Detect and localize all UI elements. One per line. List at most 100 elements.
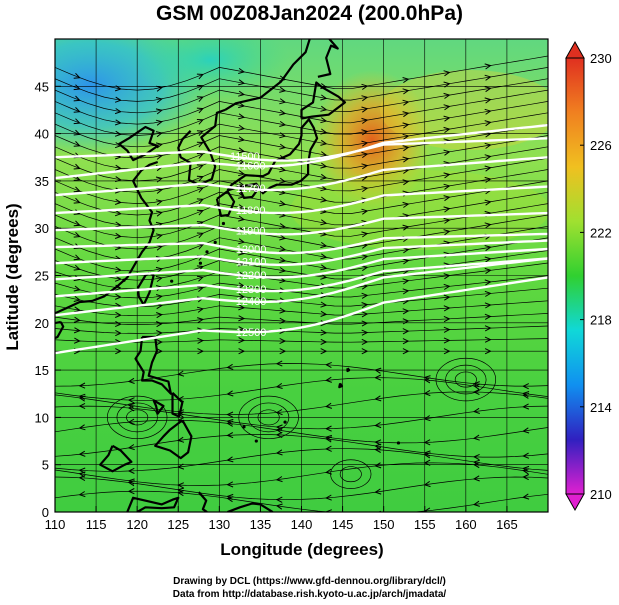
colorbar-tick-label: 222 bbox=[590, 225, 612, 240]
wind-arrow bbox=[114, 221, 122, 228]
wind-arrow bbox=[279, 234, 287, 241]
coastline bbox=[346, 367, 351, 373]
wind-arrow bbox=[484, 63, 492, 70]
wind-arrow bbox=[279, 348, 287, 355]
wind-arrow bbox=[443, 315, 451, 323]
wind-arrow bbox=[374, 374, 382, 381]
x-axis-label: Longitude (degrees) bbox=[220, 540, 383, 559]
wind-arrow bbox=[156, 312, 163, 319]
height-contour bbox=[55, 137, 548, 162]
wind-arrow bbox=[374, 462, 382, 469]
colorbar-tick-label: 210 bbox=[590, 487, 612, 502]
wind-arrow bbox=[114, 176, 122, 183]
wind-arrow bbox=[226, 390, 234, 397]
contour-label: 11600 bbox=[236, 160, 266, 172]
wind-arrow bbox=[361, 348, 369, 355]
wind-streamlines bbox=[55, 55, 548, 512]
axis-ticks: 110 115 120 125 130 135 140 145 150 155 160 165 0 5 10… bbox=[35, 79, 518, 532]
wind-arrow bbox=[443, 305, 451, 312]
contour-label: 12400 bbox=[236, 296, 267, 308]
wind-arrow bbox=[374, 367, 382, 374]
wind-arrow bbox=[443, 348, 451, 355]
x-tick-label: 135 bbox=[250, 517, 272, 532]
wind-arrow bbox=[402, 338, 410, 345]
wind-arrow bbox=[402, 88, 410, 95]
wind-arrow bbox=[484, 256, 492, 263]
wind-arrow bbox=[320, 117, 328, 124]
streamline bbox=[55, 146, 548, 182]
wind-arrow bbox=[226, 496, 234, 503]
wind-arrow bbox=[361, 208, 369, 215]
wind-arrow bbox=[484, 154, 492, 161]
wind-arrow bbox=[484, 199, 492, 206]
wind-arrow bbox=[177, 487, 185, 494]
wind-arrow bbox=[155, 210, 163, 217]
wind-arrow bbox=[472, 453, 480, 461]
wind-arrow bbox=[320, 139, 328, 146]
wind-arrow bbox=[155, 119, 163, 126]
wind-arrow bbox=[484, 74, 492, 81]
wind-arrow bbox=[402, 224, 410, 231]
wind-arrow bbox=[402, 156, 410, 163]
wind-arrow bbox=[73, 231, 81, 238]
wind-arrow bbox=[73, 107, 81, 113]
wind-arrow bbox=[238, 147, 246, 154]
wind-arrow bbox=[402, 99, 410, 106]
wind-arrow bbox=[196, 130, 204, 136]
x-tick-label: 140 bbox=[291, 517, 313, 532]
streamline bbox=[55, 448, 548, 472]
wind-arrow bbox=[73, 175, 81, 181]
wind-arrow bbox=[325, 425, 332, 432]
wind-arrow bbox=[78, 393, 86, 400]
wind-arrow bbox=[238, 181, 246, 188]
coastline bbox=[317, 39, 339, 78]
wind-arrow bbox=[177, 409, 185, 416]
contour-label: 12300 bbox=[236, 284, 267, 296]
height-contour bbox=[55, 211, 548, 236]
wind-arrow bbox=[238, 249, 246, 256]
wind-arrow bbox=[522, 468, 530, 475]
wind-arrow bbox=[196, 306, 205, 313]
wind-arrow bbox=[361, 95, 369, 102]
y-tick-label: 5 bbox=[42, 458, 49, 473]
wind-arrow bbox=[443, 206, 451, 213]
streamline bbox=[55, 214, 548, 250]
wind-arrow bbox=[238, 170, 246, 177]
wind-arrow bbox=[127, 467, 135, 474]
wind-arrow bbox=[443, 283, 451, 290]
wind-arrow bbox=[127, 444, 135, 451]
colorbar-max-arrow bbox=[565, 40, 585, 59]
wind-arrow bbox=[484, 142, 492, 149]
wind-arrow bbox=[226, 481, 234, 488]
wind-arrow bbox=[484, 313, 492, 320]
coastline bbox=[226, 118, 319, 195]
wind-arrow bbox=[196, 232, 204, 239]
wind-arrow bbox=[275, 382, 283, 389]
wind-arrow bbox=[361, 265, 369, 272]
contour-label: 12100 bbox=[236, 257, 267, 269]
wind-arrow bbox=[443, 115, 451, 122]
wind-arrow bbox=[423, 377, 431, 384]
wind-arrow bbox=[522, 493, 530, 500]
wind-arrow bbox=[361, 186, 369, 193]
wind-arrow bbox=[155, 294, 163, 301]
wind-arrow bbox=[361, 302, 369, 309]
y-tick-label: 10 bbox=[35, 410, 49, 425]
wind-arrow bbox=[196, 275, 204, 282]
wind-arrow bbox=[320, 219, 328, 226]
island bbox=[283, 420, 287, 424]
wind-arrow bbox=[320, 241, 328, 249]
wind-arrow bbox=[177, 490, 184, 497]
wind-arrow bbox=[155, 199, 163, 206]
wind-arrow bbox=[73, 141, 81, 147]
wind-arrow bbox=[484, 279, 492, 286]
wind-arrow bbox=[402, 288, 410, 295]
y-tick-label: 20 bbox=[35, 316, 49, 331]
wind-arrow bbox=[275, 503, 283, 510]
wind-arrow bbox=[374, 439, 382, 446]
wind-arrow bbox=[196, 119, 204, 125]
y-tick-label: 35 bbox=[35, 174, 49, 189]
wind-arrow bbox=[155, 187, 163, 194]
wind-arrow bbox=[320, 264, 328, 271]
